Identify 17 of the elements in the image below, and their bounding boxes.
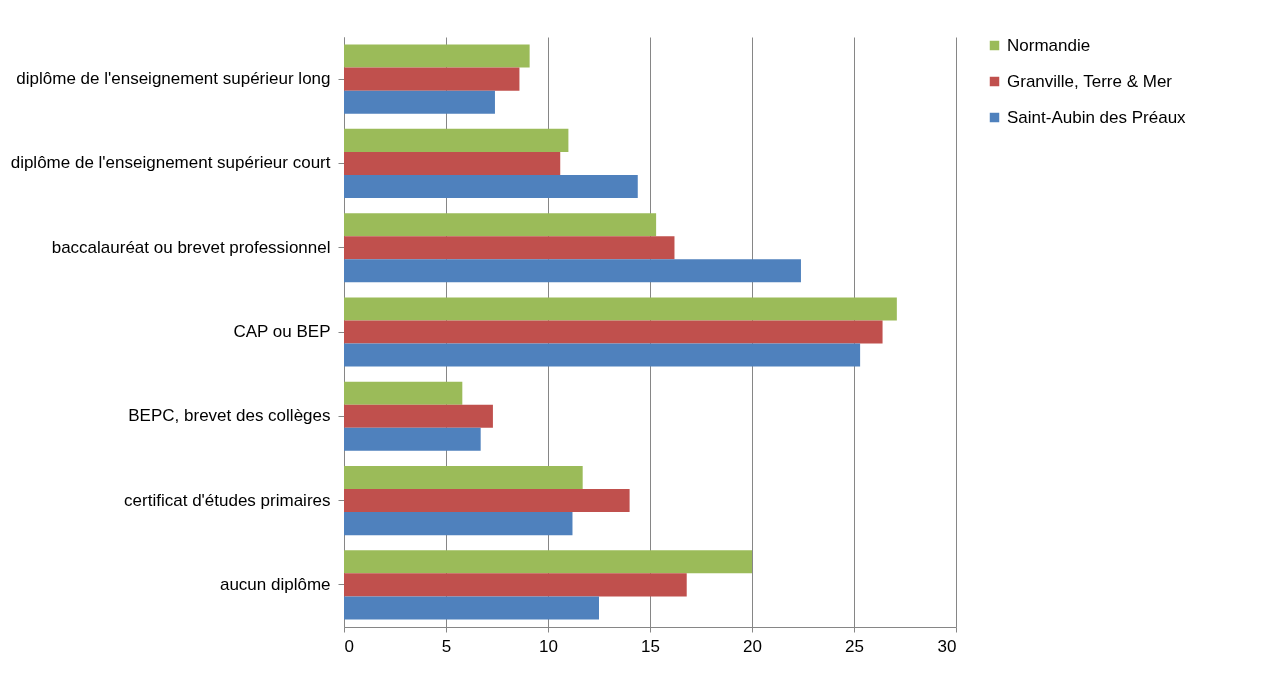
- y-tick-label: BEPC, brevet des collèges: [128, 406, 331, 426]
- x-tick-label: 20: [743, 636, 762, 656]
- legend-label: Saint-Aubin des Préaux: [1007, 107, 1187, 127]
- x-tick-label: 15: [641, 636, 660, 656]
- legend-label: Normandie: [1007, 35, 1091, 55]
- x-tick-label: 5: [441, 636, 452, 656]
- x-tick-label: 10: [539, 636, 558, 656]
- y-tick-label: baccalauréat ou brevet professionnel: [51, 237, 331, 257]
- y-tick-label: aucun diplôme: [219, 574, 331, 594]
- x-tick-label: 0: [344, 636, 354, 656]
- y-tick-label: diplôme de l'enseignement supérieur court: [10, 153, 331, 173]
- x-tick-label: 30: [937, 636, 957, 656]
- y-tick-label: diplôme de l'enseignement supérieur long: [16, 69, 331, 89]
- y-tick-label: CAP ou BEP: [233, 322, 331, 341]
- legend-label: Granville, Terre & Mer: [1007, 71, 1173, 91]
- x-tick-label: 25: [845, 636, 864, 656]
- y-tick-label: certificat d'études primaires: [124, 490, 331, 510]
